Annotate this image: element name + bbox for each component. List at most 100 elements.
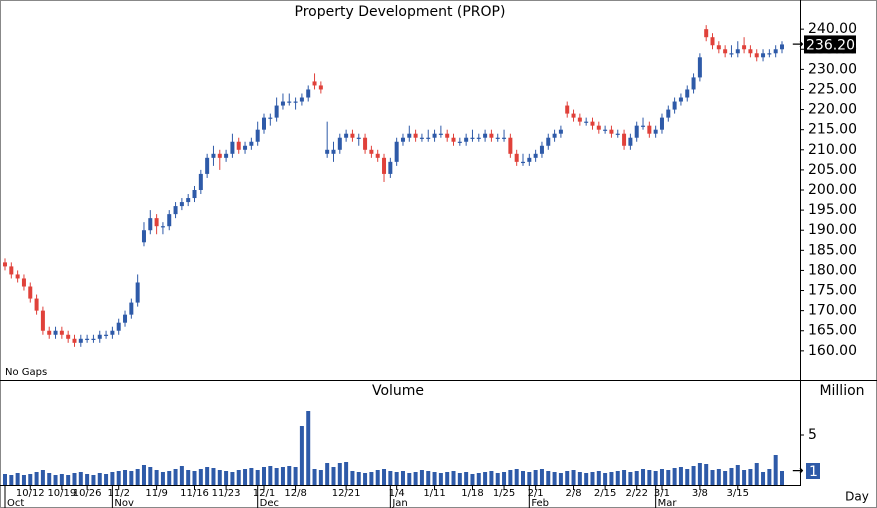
y-tick-label: 185.00: [808, 242, 857, 258]
volume-bar: [527, 472, 532, 485]
candle-body: [40, 310, 45, 331]
volume-bar: [268, 466, 273, 485]
volume-bar: [723, 471, 728, 485]
y-tick-label: 200.00: [808, 182, 857, 198]
volume-bar: [160, 472, 165, 485]
candle-body: [318, 85, 323, 90]
volume-bar: [141, 465, 146, 485]
candle-body: [154, 218, 159, 227]
candle-body: [527, 157, 532, 162]
candle-body: [388, 161, 393, 174]
candle-body: [280, 101, 285, 106]
candle-body: [255, 129, 260, 142]
volume-bar: [382, 469, 387, 485]
candle-body: [148, 218, 153, 231]
y-tick-label: 195.00: [808, 202, 857, 218]
candle-body: [78, 338, 83, 343]
volume-bar: [685, 469, 690, 485]
volume-bar: [186, 470, 191, 485]
volume-bar: [280, 467, 285, 485]
volume-bar: [255, 470, 260, 485]
volume-bar: [773, 455, 778, 485]
candle-body: [274, 105, 279, 118]
x-tick-label: 12/8: [284, 488, 306, 499]
volume-bar: [293, 467, 298, 485]
volume-bar: [40, 470, 45, 485]
candle-body: [729, 53, 734, 55]
volume-bar: [590, 472, 595, 485]
candle-body: [470, 137, 475, 139]
month-label: Mar: [658, 498, 678, 508]
volume-bar: [363, 473, 368, 485]
candle-body: [356, 137, 361, 139]
candle-body: [767, 53, 772, 55]
candle-body: [432, 133, 437, 138]
volume-bar: [742, 470, 747, 485]
candle-body: [53, 330, 58, 335]
y-tick-label: 190.00: [808, 222, 857, 238]
candle-body: [653, 129, 658, 134]
candle-body: [72, 338, 77, 343]
y-tick-label: 175.00: [808, 283, 857, 299]
volume-bar: [691, 466, 696, 485]
candle-body: [205, 157, 210, 174]
x-tick-label: 2/15: [594, 488, 616, 499]
candle-body: [21, 278, 26, 287]
candle-body: [647, 125, 652, 134]
volume-bar: [116, 471, 121, 485]
candle-body: [780, 44, 784, 50]
volume-bar: [407, 473, 412, 485]
last-arrow: →: [792, 36, 804, 52]
candle-body: [186, 198, 191, 203]
candle-body: [400, 137, 405, 142]
volume-bar: [173, 469, 178, 485]
candle-body: [160, 226, 165, 228]
candle-body: [243, 145, 248, 150]
candle-body: [678, 97, 683, 102]
chart-title: Property Development (PROP): [295, 4, 506, 20]
candle-body: [268, 117, 273, 119]
y-tick-label: 5: [808, 427, 817, 443]
candle-body: [59, 330, 64, 335]
candle-body: [514, 153, 519, 162]
candle-body: [558, 129, 563, 134]
volume-bar: [236, 470, 241, 485]
volume-bar: [539, 469, 544, 485]
candle-body: [337, 137, 342, 150]
x-tick-label: 11/2: [107, 488, 129, 499]
candle-body: [123, 314, 128, 323]
y-tick-label: 210.00: [808, 142, 857, 158]
volume-bar: [337, 463, 342, 485]
candle-body: [666, 109, 671, 118]
volume-bar: [59, 474, 64, 485]
volume-bar: [615, 471, 620, 485]
volume-bar: [622, 470, 627, 485]
candle-body: [179, 202, 184, 207]
volume-bar: [716, 469, 721, 485]
candle-body: [533, 153, 538, 158]
candle-body: [495, 137, 500, 139]
volume-bar: [192, 471, 197, 485]
x-tick-label: 10/12: [16, 488, 45, 499]
candle-body: [521, 161, 525, 164]
y-tick-label: 220.00: [808, 102, 857, 118]
candle-body: [369, 149, 374, 154]
volume-bar: [476, 473, 481, 485]
candle-body: [754, 53, 759, 58]
x-tick-label: 10/26: [73, 488, 102, 499]
volume-bar: [135, 469, 140, 485]
volume-bar: [15, 473, 20, 485]
volume-bar: [262, 467, 266, 485]
volume-bar: [672, 468, 677, 485]
candle-body: [249, 141, 254, 146]
volume-bar: [508, 470, 513, 485]
candle-body: [192, 190, 197, 199]
candle-body: [659, 117, 664, 130]
volume-axis-label: Million: [819, 383, 864, 399]
candle-body: [66, 334, 71, 339]
month-label: Dec: [260, 498, 279, 508]
candle-body: [552, 133, 557, 138]
volume-bar: [609, 472, 614, 485]
candle-body: [97, 334, 102, 339]
